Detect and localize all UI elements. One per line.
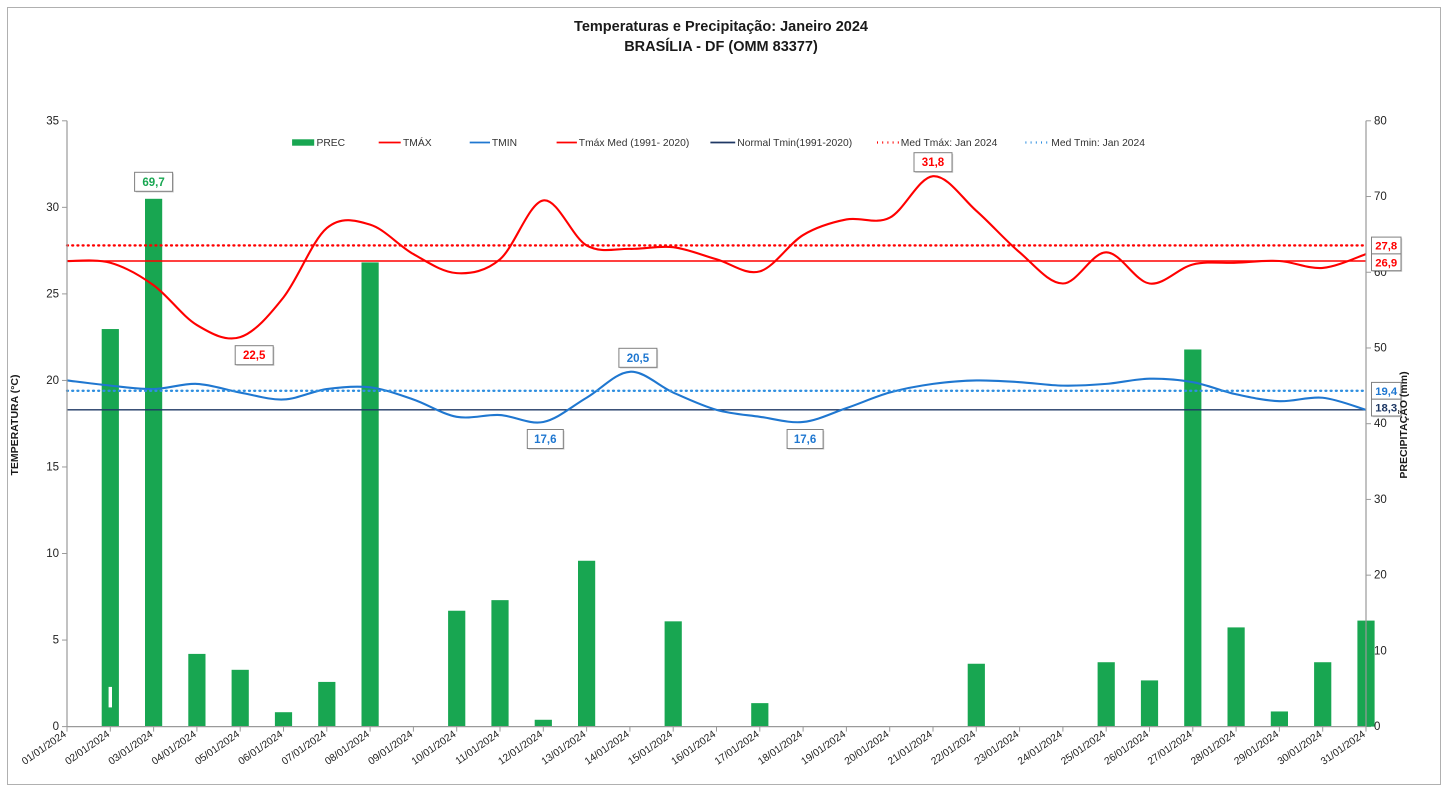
svg-text:PRECIPITAÇÃO (mm): PRECIPITAÇÃO (mm) (1397, 371, 1410, 478)
svg-text:Med Tmin: Jan 2024: Med Tmin: Jan 2024 (1051, 138, 1145, 149)
svg-text:10: 10 (1374, 645, 1387, 657)
svg-text:31/01/2024: 31/01/2024 (1319, 729, 1368, 768)
svg-text:02/01/2024: 02/01/2024 (63, 729, 112, 768)
svg-text:24/01/2024: 24/01/2024 (1016, 729, 1065, 768)
svg-text:01/01/2024: 01/01/2024 (20, 729, 69, 768)
svg-text:16/01/2024: 16/01/2024 (670, 729, 719, 768)
svg-text:19/01/2024: 19/01/2024 (800, 729, 849, 768)
svg-text:10: 10 (46, 548, 59, 560)
svg-text:Tmáx Med (1991- 2020): Tmáx Med (1991- 2020) (579, 138, 689, 149)
svg-text:15/01/2024: 15/01/2024 (626, 729, 675, 768)
svg-text:TMÁX: TMÁX (403, 136, 432, 149)
svg-text:25/01/2024: 25/01/2024 (1059, 729, 1108, 768)
svg-text:04/01/2024: 04/01/2024 (150, 729, 199, 768)
svg-text:14/01/2024: 14/01/2024 (583, 729, 632, 768)
svg-text:28/01/2024: 28/01/2024 (1189, 729, 1238, 768)
svg-text:20: 20 (46, 375, 59, 387)
svg-text:21/01/2024: 21/01/2024 (886, 729, 935, 768)
svg-text:08/01/2024: 08/01/2024 (323, 729, 372, 768)
svg-text:Normal Tmin(1991-2020): Normal Tmin(1991-2020) (737, 138, 852, 149)
svg-text:13/01/2024: 13/01/2024 (540, 729, 589, 768)
svg-text:27,8: 27,8 (1375, 241, 1397, 253)
svg-text:22,5: 22,5 (243, 350, 266, 362)
svg-text:30/01/2024: 30/01/2024 (1276, 729, 1325, 768)
svg-text:17,6: 17,6 (794, 434, 816, 446)
svg-text:TEMPERATURA (°C): TEMPERATURA (°C) (9, 374, 21, 475)
svg-text:11/01/2024: 11/01/2024 (454, 729, 502, 767)
svg-text:29/01/2024: 29/01/2024 (1233, 729, 1282, 768)
svg-text:25: 25 (46, 288, 59, 300)
svg-text:70: 70 (1374, 191, 1387, 203)
svg-text:15: 15 (46, 461, 59, 473)
svg-text:26/01/2024: 26/01/2024 (1103, 729, 1152, 768)
svg-text:18,3: 18,3 (1375, 403, 1397, 415)
svg-text:10/01/2024: 10/01/2024 (410, 729, 459, 768)
svg-text:09/01/2024: 09/01/2024 (367, 729, 416, 768)
svg-text:30: 30 (1374, 494, 1387, 506)
svg-text:PREC: PREC (317, 138, 346, 149)
svg-text:17/01/2024: 17/01/2024 (713, 729, 762, 768)
svg-text:23/01/2024: 23/01/2024 (973, 729, 1022, 768)
svg-text:06/01/2024: 06/01/2024 (237, 729, 286, 768)
svg-text:20/01/2024: 20/01/2024 (843, 729, 892, 768)
svg-text:20: 20 (1374, 570, 1387, 582)
svg-text:20,5: 20,5 (627, 353, 650, 365)
svg-text:80: 80 (1374, 115, 1387, 127)
svg-text:69,7: 69,7 (142, 177, 164, 189)
svg-text:5: 5 (53, 635, 59, 647)
svg-text:12/01/2024: 12/01/2024 (496, 729, 545, 768)
svg-text:07/01/2024: 07/01/2024 (280, 729, 329, 768)
svg-text:05/01/2024: 05/01/2024 (193, 729, 242, 768)
svg-text:22/01/2024: 22/01/2024 (929, 729, 978, 768)
svg-text:17,6: 17,6 (534, 434, 556, 446)
svg-text:18/01/2024: 18/01/2024 (756, 729, 805, 768)
svg-text:31,8: 31,8 (922, 157, 945, 169)
svg-text:26,9: 26,9 (1375, 257, 1397, 269)
svg-text:0: 0 (1374, 721, 1380, 733)
svg-text:50: 50 (1374, 342, 1387, 354)
svg-text:19,4: 19,4 (1375, 386, 1398, 398)
svg-text:Med Tmáx: Jan 2024: Med Tmáx: Jan 2024 (901, 138, 998, 149)
svg-text:30: 30 (46, 202, 59, 214)
svg-text:TMIN: TMIN (492, 138, 517, 149)
svg-text:35: 35 (46, 115, 59, 127)
svg-text:03/01/2024: 03/01/2024 (107, 729, 156, 768)
svg-text:40: 40 (1374, 418, 1387, 430)
svg-text:27/01/2024: 27/01/2024 (1146, 729, 1195, 768)
